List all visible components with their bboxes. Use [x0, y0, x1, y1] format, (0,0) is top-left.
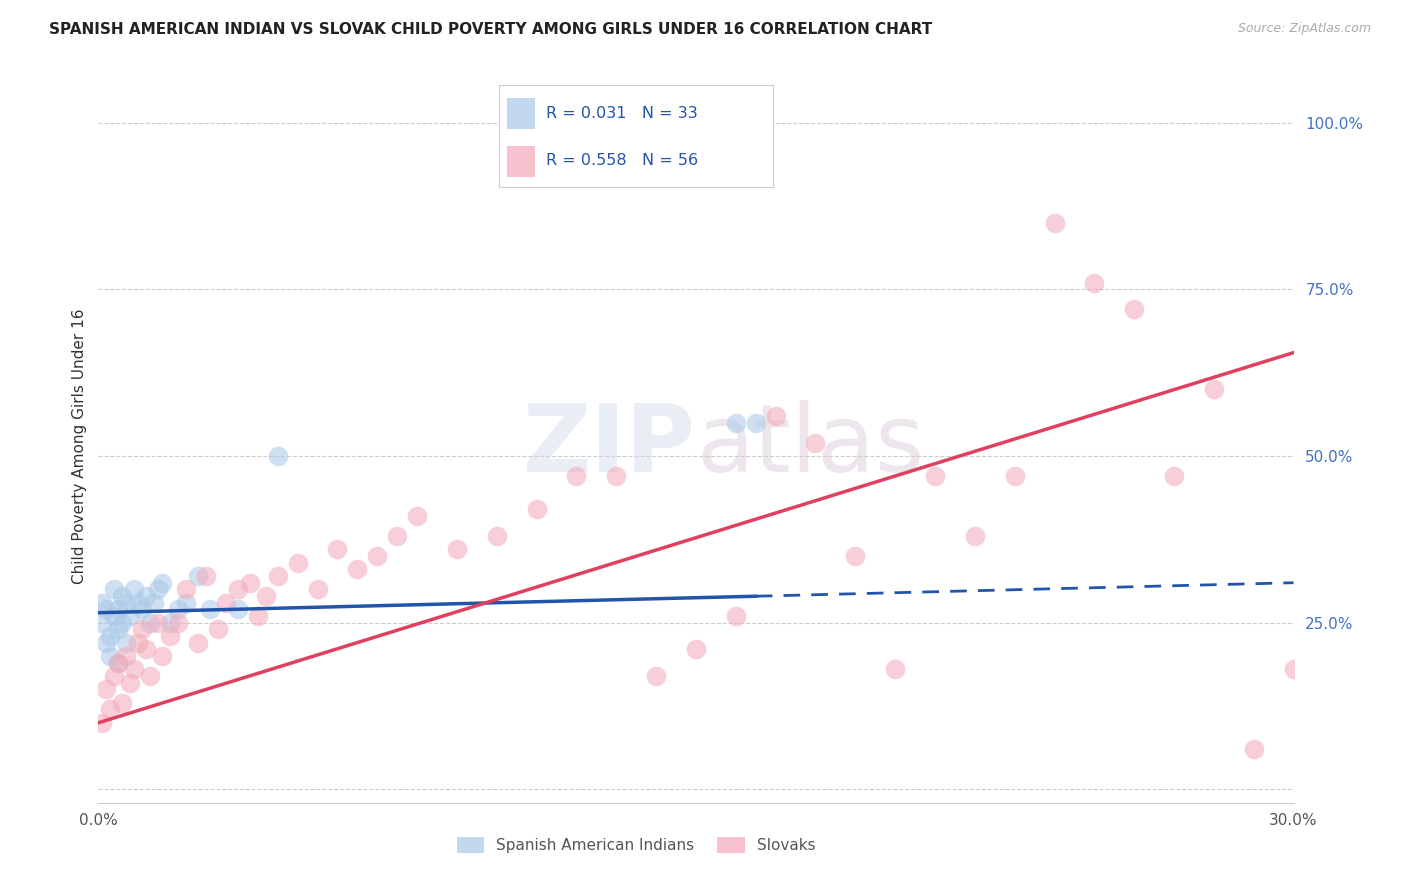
- Point: [120, 609, 142, 624]
- Point: [124, 582, 146, 597]
- Point: [98, 702, 122, 716]
- Point: [150, 575, 173, 590]
- Point: [187, 569, 209, 583]
- Point: [91, 596, 114, 610]
- Legend: Spanish American Indians, Slovaks: Spanish American Indians, Slovaks: [450, 831, 823, 859]
- Point: [148, 615, 170, 630]
- Point: [765, 409, 787, 423]
- Text: Source: ZipAtlas.com: Source: ZipAtlas.com: [1237, 22, 1371, 36]
- Point: [103, 609, 125, 624]
- FancyBboxPatch shape: [508, 146, 534, 177]
- Y-axis label: Child Poverty Among Girls Under 16: Child Poverty Among Girls Under 16: [72, 309, 87, 583]
- Point: [804, 435, 827, 450]
- Point: [246, 609, 269, 624]
- Point: [103, 582, 125, 597]
- Point: [107, 602, 129, 616]
- Point: [98, 629, 122, 643]
- Point: [565, 469, 588, 483]
- Point: [148, 582, 170, 597]
- Point: [96, 682, 118, 697]
- Point: [385, 529, 409, 543]
- Point: [226, 582, 249, 597]
- Point: [267, 449, 290, 463]
- Point: [131, 602, 153, 616]
- Point: [174, 582, 197, 597]
- Point: [254, 589, 277, 603]
- Point: [107, 656, 129, 670]
- Point: [446, 542, 468, 557]
- Point: [195, 569, 218, 583]
- Text: SPANISH AMERICAN INDIAN VS SLOVAK CHILD POVERTY AMONG GIRLS UNDER 16 CORRELATION: SPANISH AMERICAN INDIAN VS SLOVAK CHILD …: [49, 22, 932, 37]
- Point: [139, 615, 162, 630]
- Point: [724, 609, 747, 624]
- Point: [307, 582, 329, 597]
- Point: [485, 529, 508, 543]
- Point: [91, 615, 114, 630]
- Point: [143, 596, 166, 610]
- Point: [645, 669, 668, 683]
- Point: [174, 596, 197, 610]
- Point: [745, 416, 768, 430]
- Point: [111, 615, 134, 630]
- Point: [167, 602, 190, 616]
- Point: [685, 642, 707, 657]
- Text: atlas: atlas: [696, 400, 924, 492]
- Text: R = 0.031   N = 33: R = 0.031 N = 33: [546, 106, 697, 121]
- Point: [844, 549, 866, 563]
- Point: [91, 715, 114, 730]
- Point: [111, 696, 134, 710]
- Point: [366, 549, 388, 563]
- Point: [239, 575, 262, 590]
- Point: [963, 529, 986, 543]
- Point: [167, 615, 190, 630]
- Point: [103, 669, 125, 683]
- Point: [724, 416, 747, 430]
- Point: [884, 662, 907, 676]
- Point: [1282, 662, 1305, 676]
- FancyBboxPatch shape: [508, 98, 534, 128]
- Point: [287, 556, 309, 570]
- Point: [1243, 742, 1265, 756]
- Point: [207, 623, 229, 637]
- Point: [150, 649, 173, 664]
- Point: [267, 569, 290, 583]
- Point: [120, 675, 142, 690]
- Point: [135, 589, 157, 603]
- Text: ZIP: ZIP: [523, 400, 696, 492]
- Point: [1043, 216, 1066, 230]
- Point: [1123, 302, 1146, 317]
- Point: [124, 662, 146, 676]
- Point: [131, 623, 153, 637]
- Point: [115, 649, 138, 664]
- Point: [187, 636, 209, 650]
- Point: [96, 602, 118, 616]
- Point: [924, 469, 946, 483]
- Point: [406, 509, 429, 524]
- Point: [111, 589, 134, 603]
- Point: [127, 596, 149, 610]
- Point: [135, 642, 157, 657]
- Point: [159, 629, 181, 643]
- Point: [115, 596, 138, 610]
- Point: [326, 542, 349, 557]
- Point: [96, 636, 118, 650]
- Point: [159, 615, 181, 630]
- Point: [115, 636, 138, 650]
- Point: [98, 649, 122, 664]
- Point: [215, 596, 238, 610]
- Point: [1163, 469, 1185, 483]
- Point: [127, 636, 149, 650]
- Point: [107, 656, 129, 670]
- Point: [605, 469, 627, 483]
- Point: [1083, 276, 1105, 290]
- Point: [346, 562, 368, 576]
- Point: [1202, 382, 1225, 396]
- Point: [139, 669, 162, 683]
- Point: [107, 623, 129, 637]
- Point: [198, 602, 221, 616]
- Point: [226, 602, 249, 616]
- Text: R = 0.558   N = 56: R = 0.558 N = 56: [546, 153, 697, 169]
- Point: [526, 502, 548, 516]
- Point: [1004, 469, 1026, 483]
